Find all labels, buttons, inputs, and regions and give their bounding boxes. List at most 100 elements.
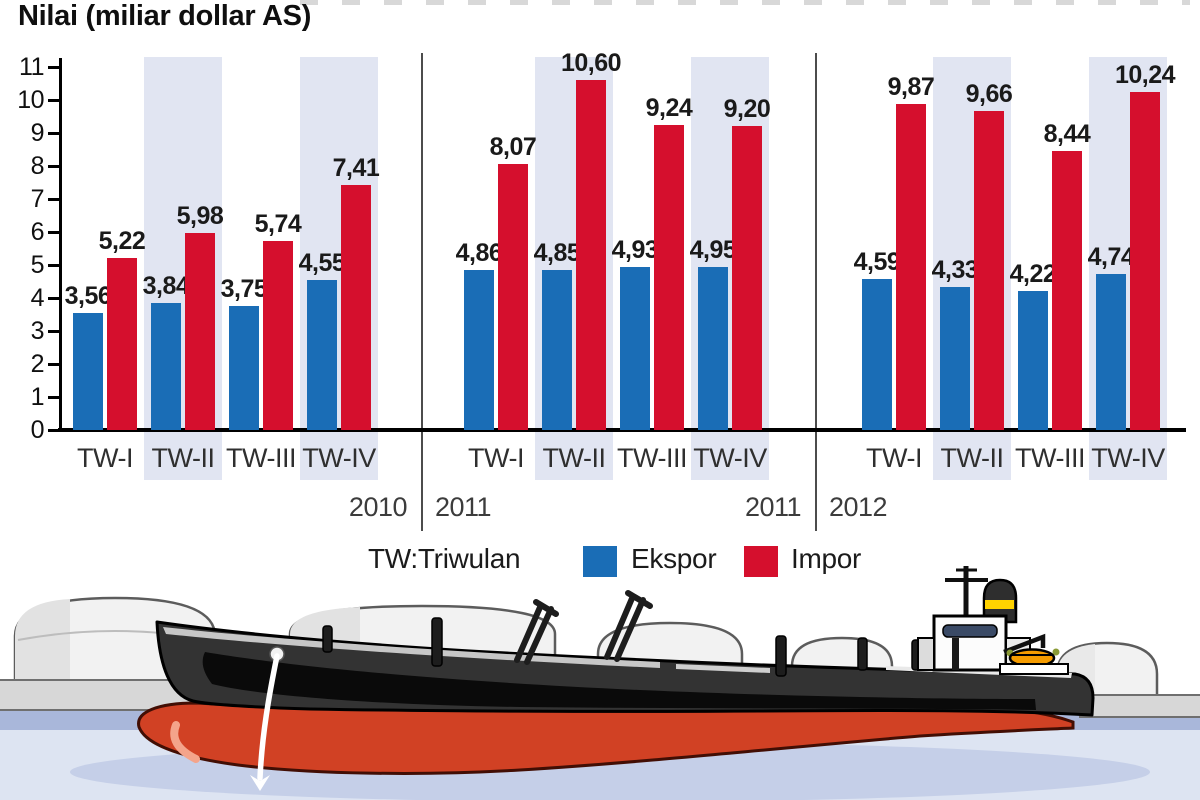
quarter-label: TW-III <box>226 443 296 473</box>
y-tick-mark <box>48 231 60 234</box>
year-label-left: 2011 <box>744 492 802 522</box>
bar-ekspor <box>862 279 892 430</box>
bar-impor <box>974 111 1004 430</box>
derrick-masts <box>514 590 653 665</box>
bar-chart: 2010 2011 2011 2012 0 1 2 3 4 5 6 7 8 9 10 11 3,56 3,84 3,… <box>17 49 1186 531</box>
y-tick-label: 9 <box>30 119 45 147</box>
bar-ekspor <box>229 306 259 430</box>
bar-ekspor <box>542 270 572 430</box>
x-axis-line <box>58 428 1186 432</box>
bar-impor <box>654 125 684 430</box>
quarter-label: TW-II <box>151 443 215 473</box>
bar-impor <box>732 126 762 430</box>
bar-impor <box>1130 92 1160 430</box>
deck-stripe <box>163 627 660 668</box>
bar-impor <box>498 164 528 430</box>
ekspor-swatch <box>583 546 617 577</box>
chart-title: Nilai (miliar dollar AS) <box>18 0 312 32</box>
y-tick-mark <box>48 363 60 366</box>
quarter-label: TW-IV <box>302 443 376 473</box>
y-tick-mark <box>48 198 60 201</box>
bridge-windows <box>942 624 998 638</box>
bar-ekspor <box>151 303 181 430</box>
bar-impor <box>263 241 293 430</box>
y-tick-label: 10 <box>17 86 44 114</box>
bar-value-label: 4,74 <box>1087 243 1135 271</box>
y-tick-label: 1 <box>30 383 45 411</box>
y-tick-mark <box>48 396 60 399</box>
bar-value-label: 7,41 <box>332 154 380 182</box>
anchor-rope <box>250 646 285 791</box>
bar-value-label: 4,93 <box>611 236 659 264</box>
quarter-label: TW-I <box>866 443 922 473</box>
y-tick-label: 3 <box>30 317 45 345</box>
y-tick-label: 8 <box>30 152 45 180</box>
bar-value-label: 9,87 <box>887 73 935 101</box>
impor-swatch <box>744 546 778 577</box>
quarter-label: TW-II <box>542 443 606 473</box>
quarter-label: TW-IV <box>1091 443 1165 473</box>
bar-ekspor <box>1096 274 1126 430</box>
y-tick-mark <box>48 66 60 69</box>
bar-value-label: 4,33 <box>931 256 979 284</box>
bar-value-label: 3,75 <box>220 275 268 303</box>
superstructure <box>917 566 1069 675</box>
bar-value-label: 5,22 <box>98 227 146 255</box>
bar-impor <box>896 104 926 430</box>
bar-value-label: 4,59 <box>853 248 901 276</box>
y-tick-label: 7 <box>30 185 45 213</box>
bar-value-label: 4,55 <box>298 249 346 277</box>
bar-ekspor <box>464 270 494 430</box>
year-divider-line <box>815 53 817 531</box>
bar-value-label: 8,44 <box>1043 120 1091 148</box>
year-label-left: 2010 <box>348 492 408 522</box>
legend-label-impor: Impor <box>791 543 862 574</box>
tanker-illustration <box>0 566 1200 800</box>
bar-value-label: 9,20 <box>723 95 771 123</box>
bar-value-label: 4,85 <box>533 239 581 267</box>
bar-value-label: 3,84 <box>142 272 190 300</box>
y-tick-mark <box>48 99 60 102</box>
bar-value-label: 4,95 <box>689 236 737 264</box>
bar-ekspor <box>307 280 337 430</box>
y-tick-mark <box>48 429 60 432</box>
bar-value-label: 5,74 <box>254 210 302 238</box>
y-tick-label: 2 <box>30 350 45 378</box>
bar-value-label: 4,22 <box>1009 260 1057 288</box>
funnel-band <box>985 600 1014 609</box>
bar-impor <box>341 185 371 430</box>
legend-label-ekspor: Ekspor <box>631 543 717 574</box>
quarter-label: TW-III <box>1015 443 1085 473</box>
bar-impor <box>185 233 215 430</box>
bow-highlight <box>170 721 200 763</box>
year-label-right: 2011 <box>435 492 492 522</box>
bar-impor <box>107 258 137 430</box>
cropped-text-remnant <box>300 0 1190 5</box>
bar-ekspor <box>73 313 103 430</box>
quarter-label: TW-IV <box>693 443 767 473</box>
bar-value-label: 4,86 <box>455 239 503 267</box>
bar-impor <box>1052 151 1082 430</box>
quarter-label: TW-II <box>940 443 1004 473</box>
y-tick-mark <box>48 297 60 300</box>
bar-value-label: 9,24 <box>645 94 693 122</box>
legend-note: TW:Triwulan <box>368 543 521 574</box>
quarter-label: TW-III <box>617 443 687 473</box>
bar-value-label: 8,07 <box>489 133 537 161</box>
y-tick-label: 5 <box>30 251 45 279</box>
y-tick-mark <box>48 132 60 135</box>
y-tick-label: 0 <box>30 416 45 444</box>
y-axis-line <box>59 58 62 432</box>
bar-impor <box>576 80 606 430</box>
deck-stripe-dash <box>676 664 770 673</box>
bar-value-label: 10,60 <box>560 49 622 77</box>
bar-ekspor <box>1018 291 1048 430</box>
bar-value-label: 3,56 <box>64 282 112 310</box>
hull-shadow-band <box>202 652 1036 710</box>
quarter-label: TW-I <box>468 443 524 473</box>
y-tick-label: 4 <box>30 284 45 312</box>
bar-value-label: 5,98 <box>176 202 224 230</box>
y-tick-mark <box>48 264 60 267</box>
year-label-right: 2012 <box>829 492 888 522</box>
